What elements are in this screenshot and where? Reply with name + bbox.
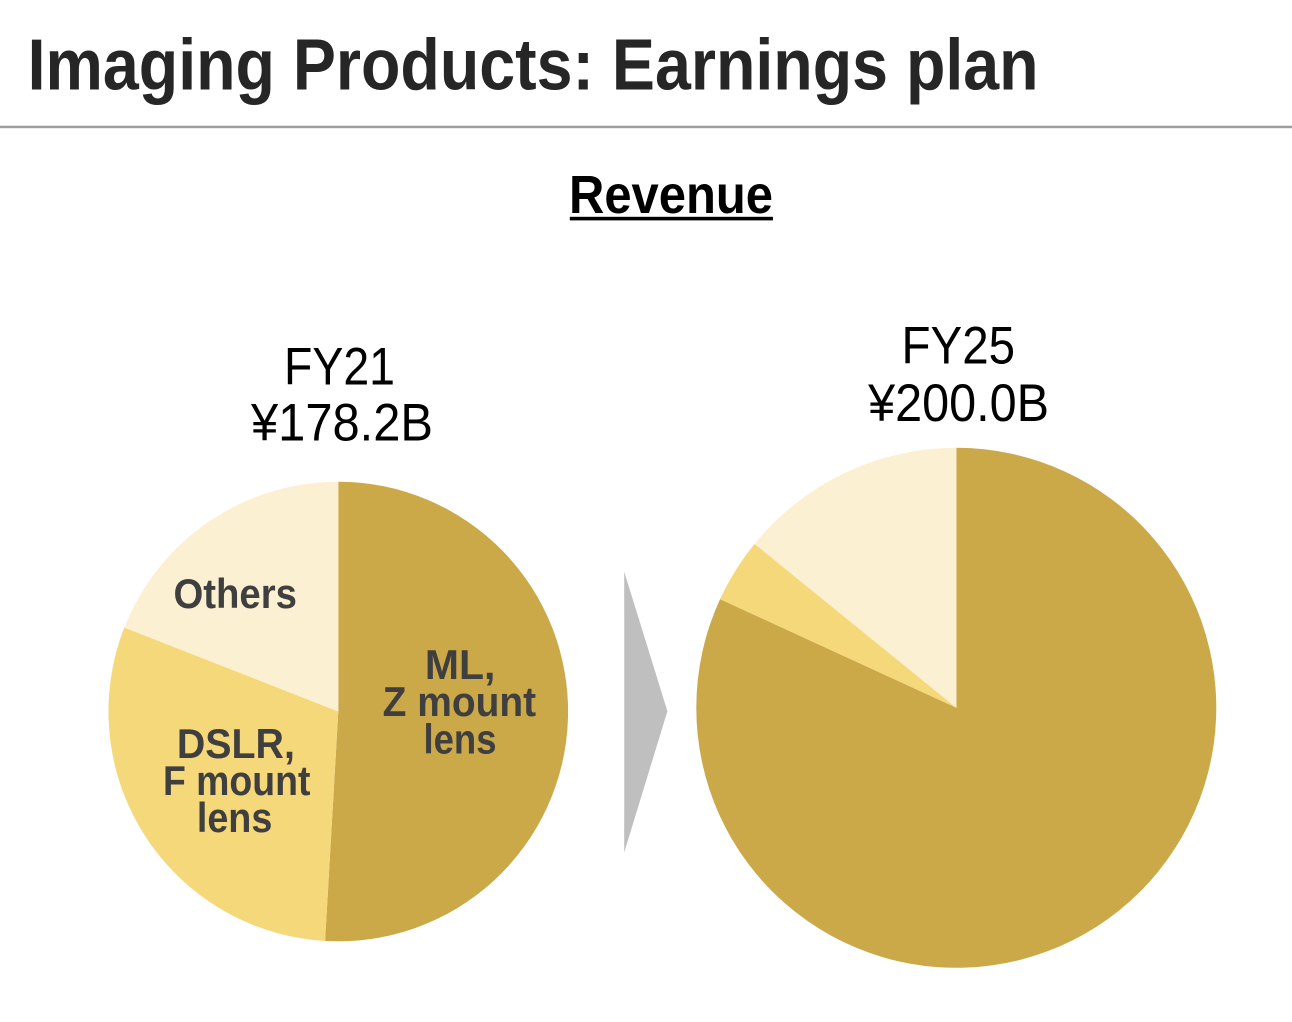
svg-text:¥178.2B: ¥178.2B bbox=[250, 394, 433, 453]
svg-text:Revenue: Revenue bbox=[569, 165, 773, 225]
svg-text:¥200.0B: ¥200.0B bbox=[867, 374, 1049, 433]
svg-text:Z mount: Z mount bbox=[383, 678, 537, 725]
svg-text:Others: Others bbox=[173, 570, 297, 617]
svg-text:lens: lens bbox=[424, 715, 497, 762]
svg-text:ML,: ML, bbox=[425, 641, 496, 688]
svg-text:FY25: FY25 bbox=[902, 316, 1016, 375]
svg-text:lens: lens bbox=[197, 794, 273, 841]
svg-text:FY21: FY21 bbox=[284, 337, 395, 396]
svg-text:DSLR,: DSLR, bbox=[177, 720, 295, 767]
svg-text:Imaging Products: Earnings pla: Imaging Products: Earnings plan bbox=[28, 25, 1039, 105]
svg-text:F mount: F mount bbox=[163, 757, 311, 804]
